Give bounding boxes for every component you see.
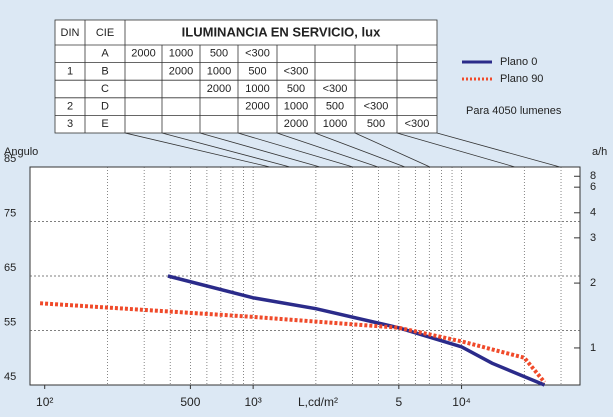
- y2-tick-label: 3: [590, 232, 596, 244]
- table-cell: 500: [248, 65, 266, 77]
- series-line: [167, 274, 546, 387]
- x-tick-label: 10⁴: [452, 395, 471, 409]
- table-cell: 500: [326, 101, 344, 113]
- table-header: ILUMINANCIA EN SERVICIO, lux: [182, 24, 381, 39]
- table-cell: 500: [287, 83, 305, 95]
- table-cell: 1000: [323, 118, 347, 130]
- y2-tick-label: 1: [590, 342, 596, 354]
- y2-tick-label: 4: [590, 207, 596, 219]
- y2-label: a/h: [592, 146, 607, 158]
- table-cell: 2000: [207, 83, 231, 95]
- table-cell: 2: [67, 101, 73, 113]
- table-cell: 2000: [131, 48, 155, 60]
- table-cell: 1000: [207, 65, 231, 77]
- table-cell: <300: [245, 48, 270, 60]
- table-frame: [54, 19, 438, 134]
- table-cell: 3: [67, 118, 73, 130]
- table-cell: 500: [367, 118, 385, 130]
- table-cell: D: [101, 101, 109, 113]
- table-cell: <300: [364, 101, 389, 113]
- y-tick-label: 45: [4, 371, 16, 383]
- table-cell: 500: [210, 48, 228, 60]
- legend-label: Plano 90: [500, 73, 543, 85]
- table-cell: <300: [284, 65, 309, 77]
- lines-deco: [124, 132, 561, 168]
- table-cell: C: [101, 83, 109, 95]
- x-label: L,cd/m²: [298, 395, 338, 409]
- y-label: Angulo: [4, 146, 38, 158]
- y2-tick-label: 2: [590, 277, 596, 289]
- table-header: DIN: [61, 27, 80, 39]
- table-header: CIE: [96, 27, 114, 39]
- table-cell: <300: [323, 83, 348, 95]
- series-line: [39, 301, 547, 384]
- table-cell: 2000: [245, 101, 269, 113]
- x-tick-label: 10³: [244, 395, 261, 409]
- y2-tick-label: 6: [590, 181, 596, 193]
- table-cell: 1: [67, 65, 73, 77]
- note: Para 4050 lumenes: [466, 105, 562, 117]
- x-tick-label: 500: [180, 395, 200, 409]
- legend-label: Plano 0: [500, 56, 537, 68]
- table-cell: 1000: [245, 83, 269, 95]
- table-cell: 2000: [169, 65, 193, 77]
- table-cell: E: [101, 118, 108, 130]
- table-cell: A: [101, 48, 109, 60]
- table-cell: 2000: [284, 118, 308, 130]
- table-cell: 1000: [169, 48, 193, 60]
- x-tick-label: 10²: [36, 395, 53, 409]
- y2-tick-label: 8: [590, 170, 596, 182]
- y-tick-label: 55: [4, 316, 16, 328]
- table-cell: 1000: [284, 101, 308, 113]
- table-cell: <300: [405, 118, 430, 130]
- x-tick-label: 5: [395, 395, 402, 409]
- table-cell: B: [101, 65, 108, 77]
- y-tick-label: 85: [4, 153, 16, 165]
- y-tick-label: 65: [4, 262, 16, 274]
- y-tick-label: 75: [4, 207, 16, 219]
